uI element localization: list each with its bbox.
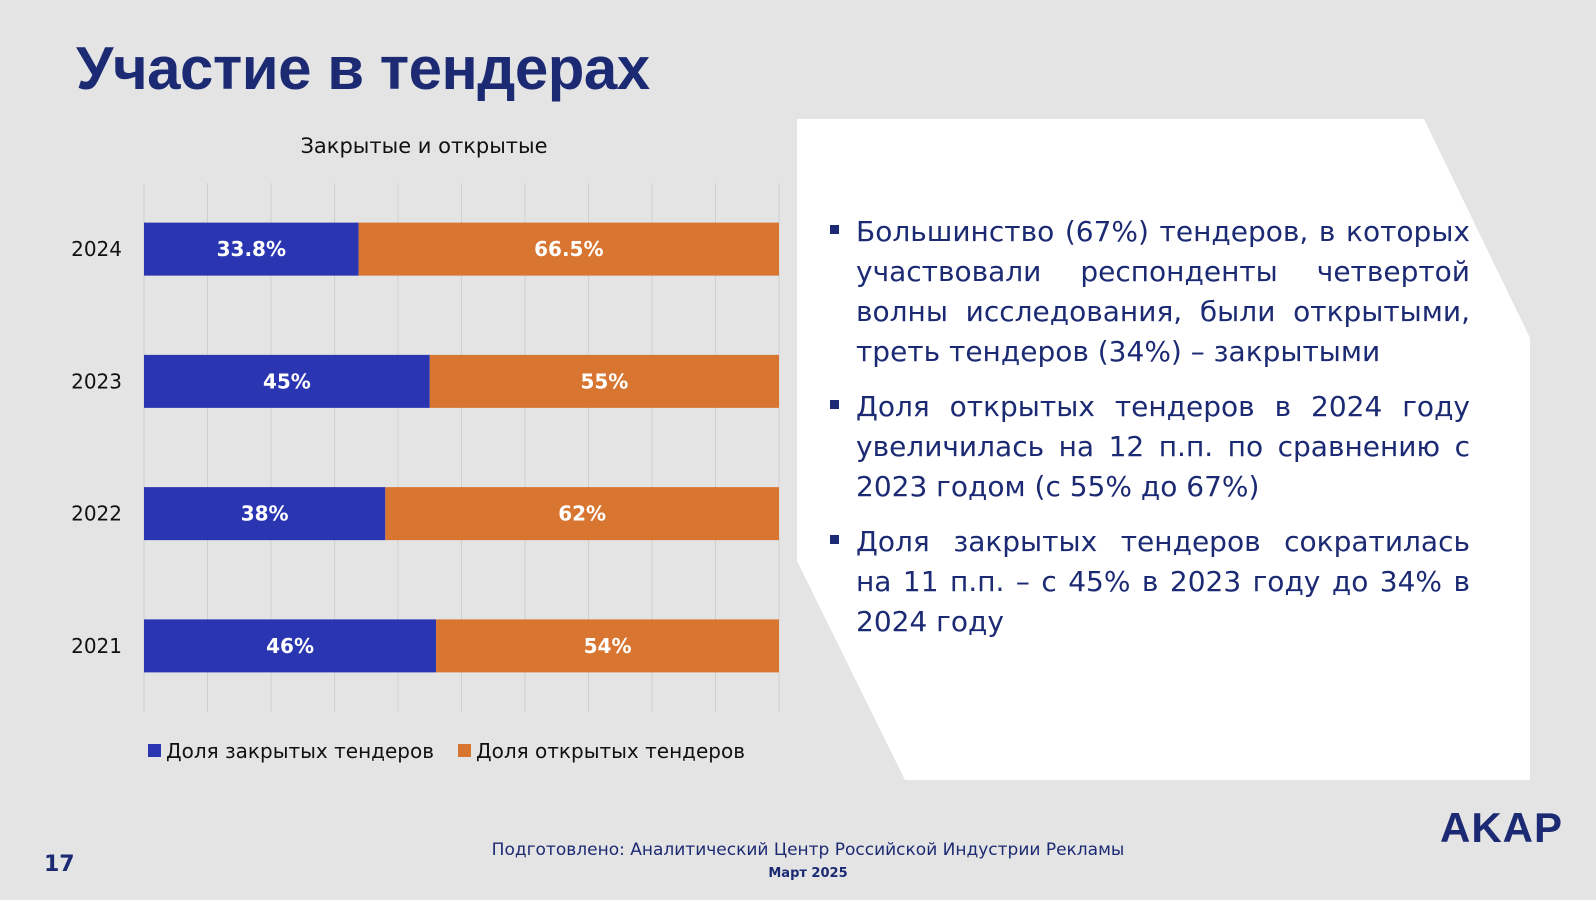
bullet-list: Большинство (67%) тендеров, в которых уч… (820, 212, 1470, 657)
chart-title: Закрытые и открытые (300, 134, 547, 158)
bullet-item: Большинство (67%) тендеров, в которых уч… (820, 212, 1470, 372)
bullet-text: Доля открытых тендеров в 2024 году увели… (856, 390, 1470, 503)
data-label: 33.8% (217, 237, 286, 261)
bullet-marker (830, 400, 839, 409)
source-note: Подготовлено: Аналитический Центр Россий… (491, 840, 1125, 860)
bar-open (358, 222, 779, 276)
bar-open (385, 487, 779, 541)
bar-closed (144, 487, 386, 541)
bullet-text: Доля закрытых тендеров сократилась на 11… (856, 525, 1470, 638)
data-label: 46% (266, 634, 314, 658)
chart-bars: 2024 33.8% 66.5% 2023 45% 55% 2022 38% 62% 2021 46… (71, 222, 779, 673)
bullet-marker (830, 225, 839, 234)
data-label: 54% (584, 634, 632, 658)
bullet-item: Доля закрытых тендеров сократилась на 11… (820, 522, 1470, 642)
category-label: 2022 (71, 502, 122, 526)
bar-closed (144, 222, 359, 276)
text-panel-shape (797, 119, 1530, 780)
legend-label: Доля закрытых тендеров (166, 739, 434, 763)
chart-legend: Доля закрытых тендеров Доля открытых тенд… (148, 739, 745, 763)
akar-logo: AKAP (1440, 804, 1564, 851)
data-label: 62% (558, 502, 606, 526)
data-label: 38% (241, 502, 289, 526)
category-label: 2024 (71, 237, 122, 261)
bullet-item: Доля открытых тендеров в 2024 году увели… (820, 387, 1470, 507)
bullet-text: Большинство (67%) тендеров, в которых уч… (856, 215, 1470, 368)
legend-label: Доля открытых тендеров (476, 739, 745, 763)
legend-swatch (148, 744, 161, 757)
bar-closed (144, 619, 437, 673)
data-label: 45% (263, 369, 311, 393)
bar-closed (144, 354, 430, 408)
category-label: 2021 (71, 634, 122, 658)
page-number: 17 (44, 852, 75, 877)
date-note: Март 2025 (768, 866, 848, 881)
data-label: 55% (580, 369, 628, 393)
stacked-bar-chart: Закрытые и открытые 2024 33.8% 66.5% 2023 45… (71, 134, 780, 763)
bar-open (436, 619, 779, 673)
bar-open (429, 354, 779, 408)
slide-title: Участие в тендерах (76, 35, 650, 102)
bullet-marker (830, 535, 839, 544)
legend-swatch (458, 744, 471, 757)
category-label: 2023 (71, 369, 122, 393)
data-label: 66.5% (534, 237, 603, 261)
